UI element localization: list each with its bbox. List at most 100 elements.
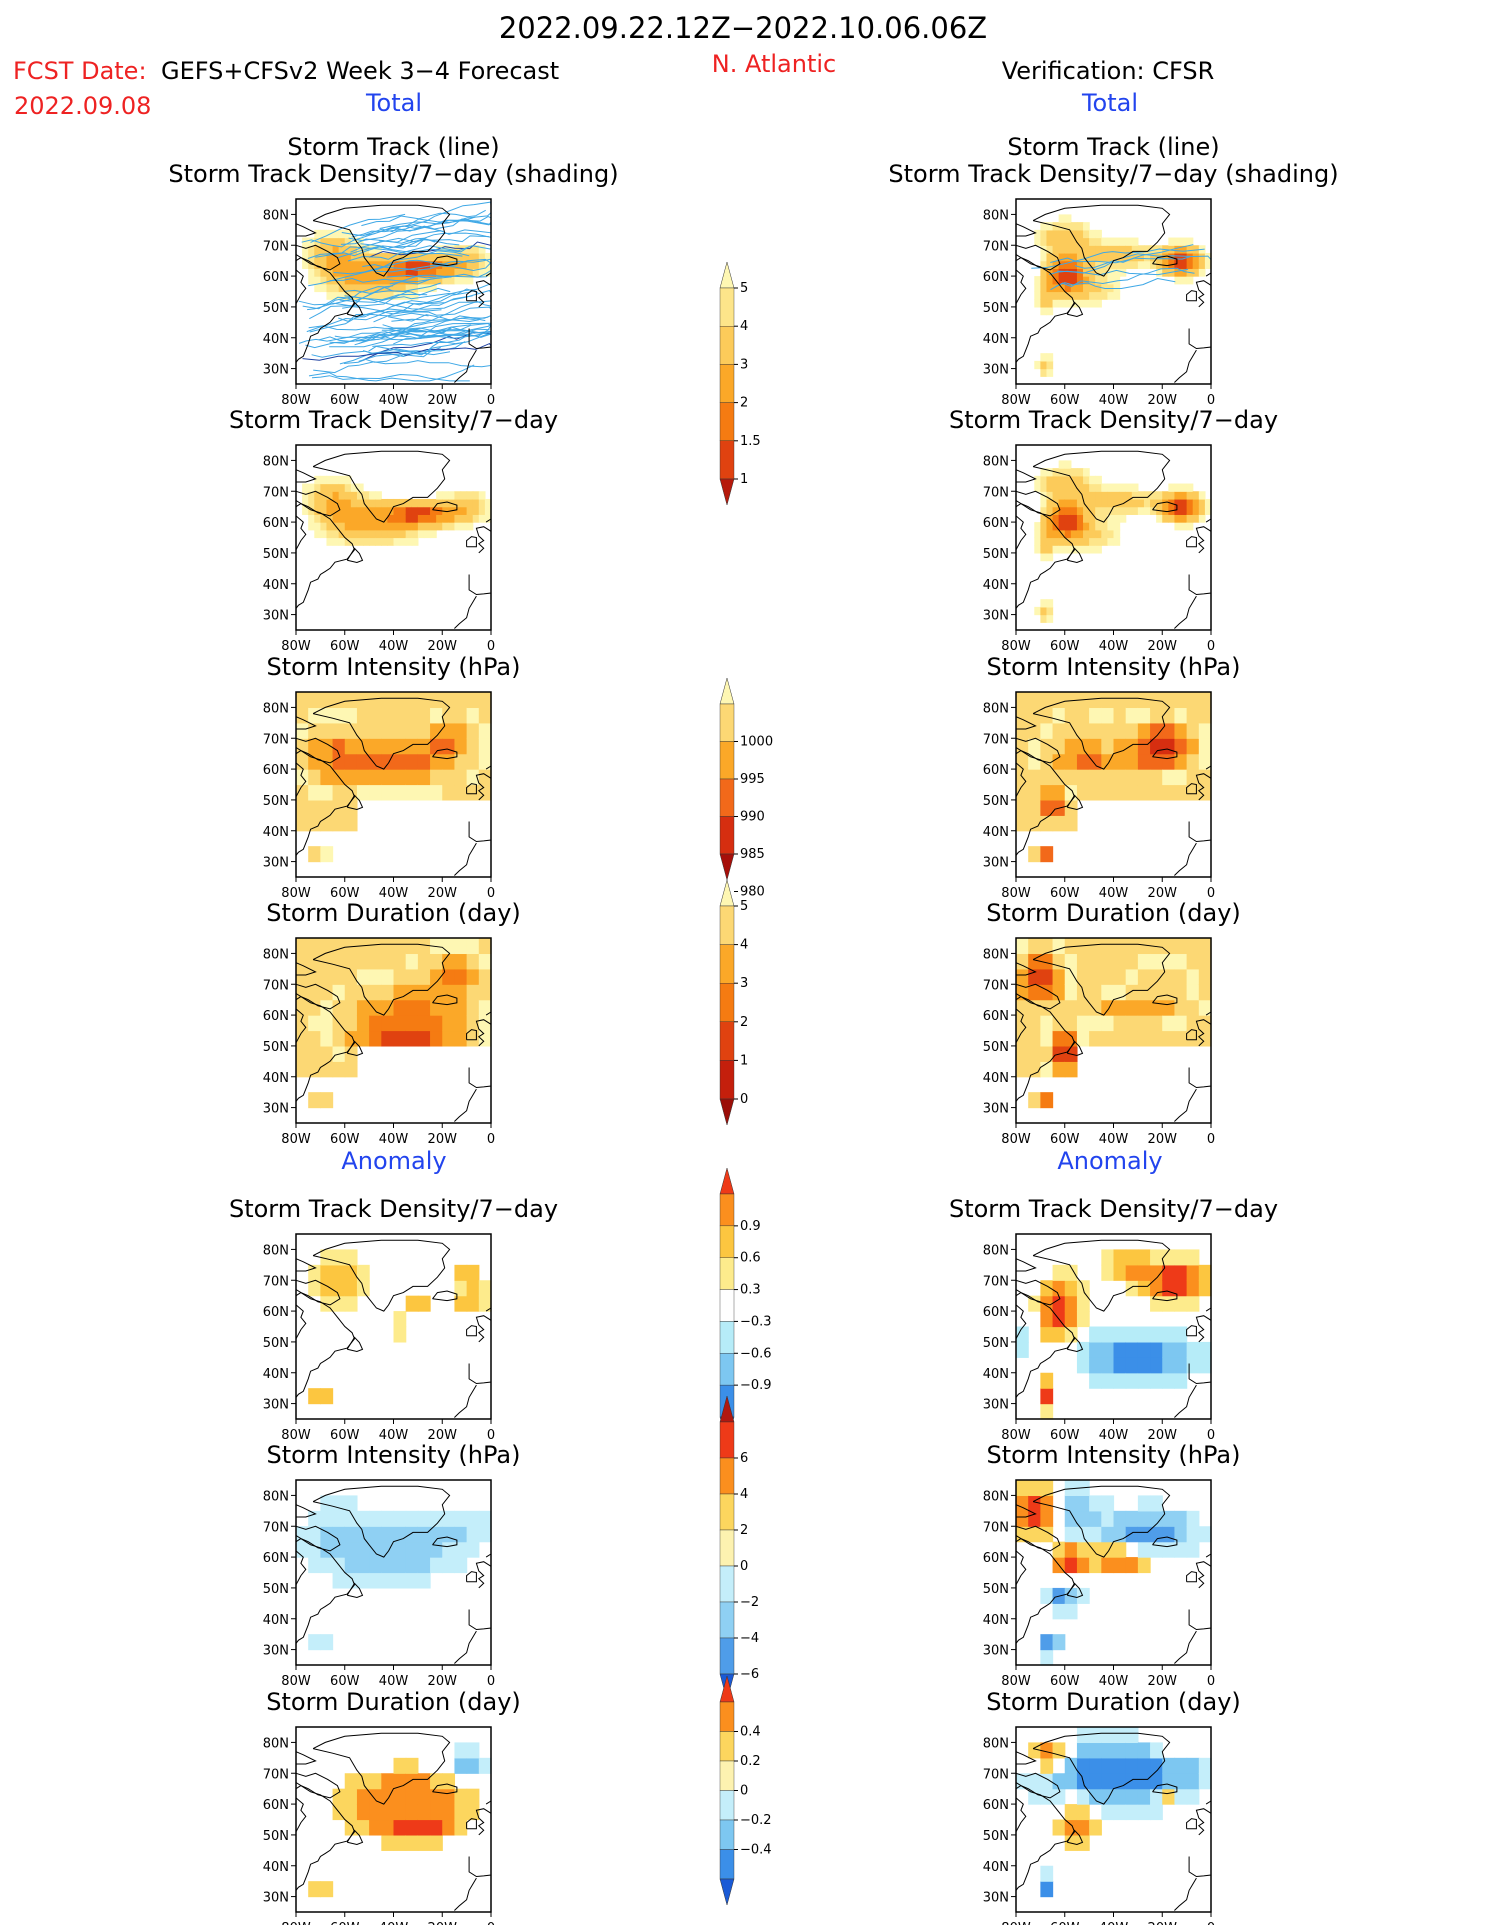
grid-cell — [1046, 468, 1054, 477]
grid-cell — [430, 1030, 443, 1047]
grid-cell — [466, 938, 480, 955]
grid-cell — [1162, 784, 1176, 801]
coastline — [466, 1325, 477, 1337]
grid-cell — [369, 769, 382, 786]
coastline — [295, 469, 317, 483]
grid-cell — [399, 268, 407, 277]
grid-cell — [369, 1015, 382, 1032]
grid-cell — [1101, 1326, 1115, 1343]
grid-cell — [405, 953, 419, 970]
grid-cell — [381, 498, 389, 508]
grid-cell — [472, 506, 480, 515]
grid-cell — [1168, 491, 1176, 500]
lat-tick-label: 60N — [263, 1551, 289, 1566]
coastline — [475, 1019, 492, 1047]
grid-cell — [1070, 222, 1078, 231]
grid-cell — [466, 953, 480, 970]
grid-cell — [1046, 353, 1054, 362]
coastline — [346, 1829, 364, 1846]
grid-cell — [344, 968, 358, 985]
grid-cell — [1064, 545, 1072, 554]
grid-cell — [332, 514, 340, 523]
grid-cell — [478, 999, 492, 1016]
grid-cell — [344, 1557, 358, 1574]
colorbar-segment — [719, 778, 735, 817]
colorbar-label: 0 — [740, 1784, 748, 1799]
lon-tick-label: 80W — [281, 1132, 311, 1147]
grid-cell — [1113, 784, 1127, 801]
grid-cell — [393, 514, 401, 523]
grid-cell — [1040, 599, 1048, 608]
grid-cell — [454, 260, 462, 269]
lat-tick-label: 80N — [263, 454, 289, 469]
grid-cell — [1198, 491, 1206, 500]
grid-cell — [1016, 692, 1029, 709]
grid-cell — [1113, 491, 1121, 500]
grid-cell — [1040, 1326, 1054, 1343]
grid-cell — [1046, 545, 1054, 554]
coastline — [346, 301, 364, 318]
grid-cell — [411, 498, 419, 508]
grid-cell — [344, 1804, 358, 1821]
grid-cell — [1028, 984, 1041, 1001]
grid-cell — [356, 1541, 370, 1558]
grid-cell — [1089, 1372, 1102, 1389]
grid-cell — [1101, 498, 1109, 508]
grid-cell — [344, 1280, 358, 1297]
grid-cell — [1101, 1372, 1115, 1389]
coastline — [1205, 1011, 1212, 1016]
lon-tick-label: 40W — [379, 1674, 409, 1689]
grid-cell — [478, 769, 492, 786]
grid-cell — [1107, 483, 1115, 492]
grid-cell — [478, 938, 492, 955]
grid-cell — [1089, 1015, 1102, 1032]
grid-cell — [1064, 522, 1072, 531]
grid-cell — [1089, 537, 1096, 546]
grid-cell — [442, 1510, 456, 1527]
grid-cell — [1125, 491, 1133, 500]
grid-cell — [1150, 1757, 1163, 1774]
grid-cell — [369, 1572, 382, 1589]
grid-cell — [320, 506, 328, 515]
colorbar-segment — [719, 1819, 735, 1850]
grid-cell — [1162, 1788, 1176, 1805]
grid-cell — [369, 276, 376, 285]
grid-cell — [1064, 245, 1072, 254]
grid-cell — [308, 1541, 321, 1558]
grid-cell — [1040, 799, 1054, 816]
colorbar-segment — [719, 1849, 735, 1880]
grid-cell — [1076, 1834, 1090, 1851]
grid-cell — [454, 1280, 468, 1297]
coastline — [1032, 697, 1171, 770]
coastline — [466, 1571, 477, 1583]
lon-tick-label: 60W — [330, 1674, 360, 1689]
coastline — [475, 773, 492, 801]
grid-cell — [1125, 999, 1139, 1016]
colorbar-segment — [719, 1257, 735, 1290]
colorbar-anom-duration: 0.40.20−0.2−0.4 — [719, 1675, 772, 1906]
grid-cell — [478, 753, 492, 770]
grid-cell — [1186, 1788, 1200, 1805]
grid-cell — [332, 1264, 346, 1281]
grid-cell — [1113, 245, 1121, 254]
grid-cell — [1064, 938, 1078, 955]
grid-cell — [430, 769, 443, 786]
grid-cell — [1064, 1311, 1078, 1328]
coastline — [346, 1582, 364, 1599]
grid-cell — [1113, 283, 1121, 293]
grid-cell — [460, 260, 468, 269]
coastline — [1186, 1818, 1197, 1830]
coastline — [312, 697, 451, 770]
colorbar-segment — [719, 983, 735, 1023]
grid-cell — [381, 1819, 395, 1836]
coastline — [432, 994, 458, 1006]
grid-cell — [1137, 1249, 1151, 1266]
grid-cell — [1119, 245, 1127, 254]
grid-cell — [1125, 1742, 1139, 1759]
grid-cell — [332, 537, 340, 546]
grid-cell — [369, 537, 376, 546]
grid-cell — [1058, 222, 1066, 231]
grid-cell — [442, 769, 456, 786]
